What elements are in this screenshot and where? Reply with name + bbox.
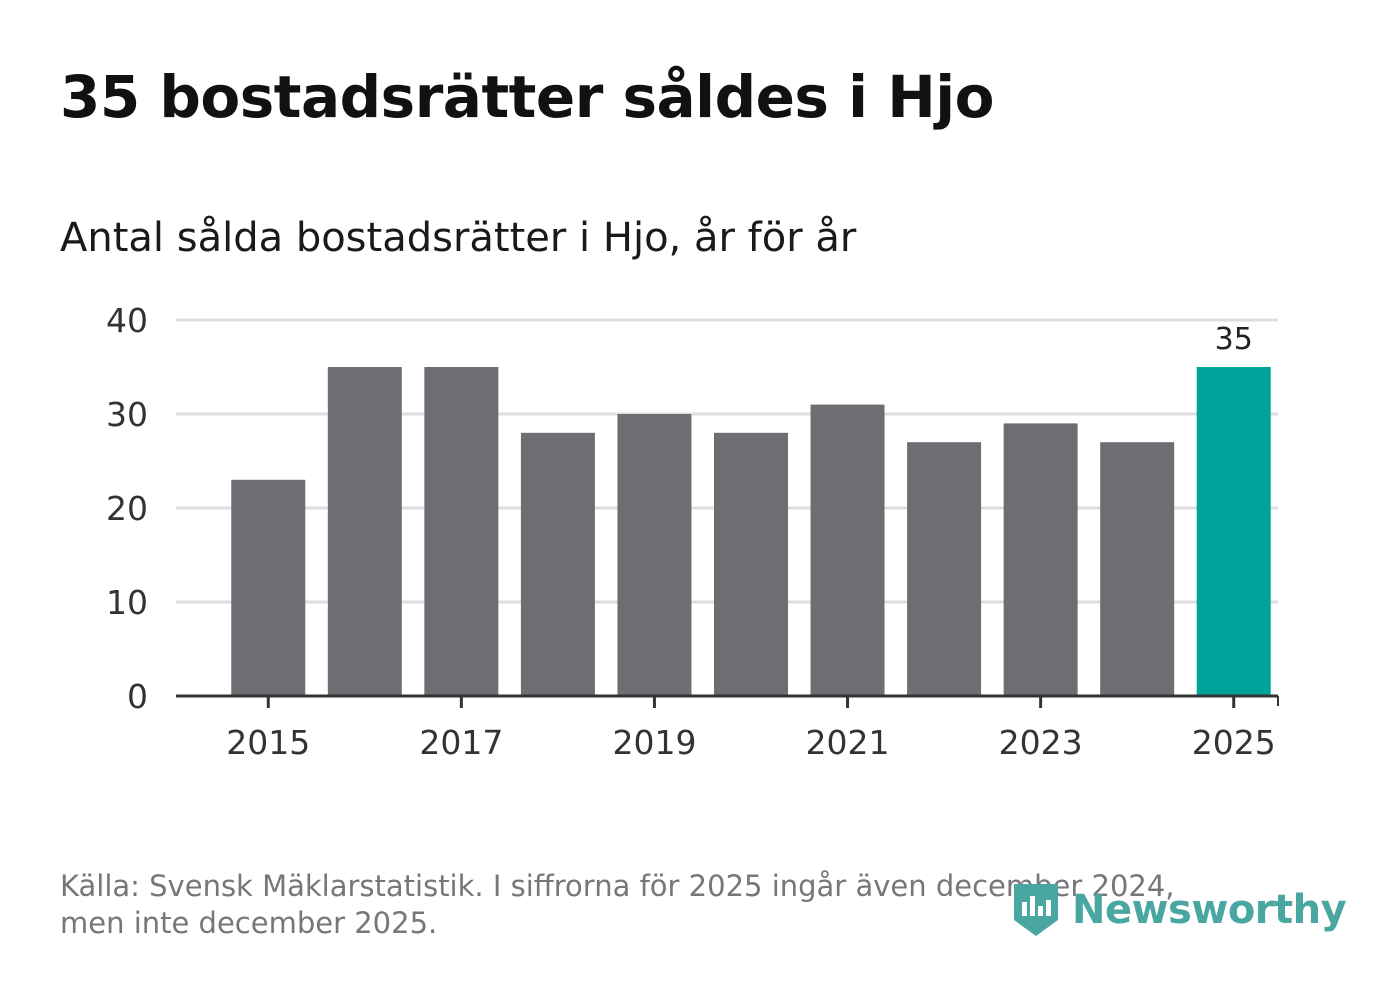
bar-2022 (907, 442, 982, 696)
x-tick-label: 2017 (419, 723, 503, 762)
source-note: Källa: Svensk Mäklarstatistik. I siffror… (60, 868, 1260, 942)
data-label: 35 (1215, 322, 1253, 357)
bars (231, 367, 1271, 696)
bar-2016 (327, 367, 402, 696)
bar-chart: 0 10 20 30 40 2015 2017 2019 2021 2023 2025 35 (106, 301, 1279, 762)
x-tick-label: 2015 (226, 723, 310, 762)
brand-name: Newsworthy (1072, 887, 1347, 933)
y-tick-label: 20 (106, 489, 148, 528)
labels: 0 10 20 30 40 2015 2017 2019 2021 2023 2025 35 (106, 301, 1276, 762)
source-line-1: Källa: Svensk Mäklarstatistik. I siffror… (60, 869, 1175, 903)
y-tick-label: 30 (106, 395, 148, 434)
source-line-2: men inte december 2025. (60, 906, 438, 940)
bar-2024 (1100, 442, 1175, 696)
x-tick-label: 2019 (612, 723, 696, 762)
x-tick-label: 2025 (1192, 723, 1276, 762)
bar-2018 (520, 432, 595, 696)
y-tick-label: 40 (106, 301, 148, 340)
y-tick-label: 0 (127, 677, 148, 716)
axes (176, 694, 1279, 708)
bar-2019 (617, 414, 692, 696)
bar-2025 (1196, 367, 1271, 696)
bar-2015 (231, 479, 306, 696)
chart-title: 35 bostadsrätter såldes i Hjo (60, 63, 994, 131)
x-tick-label: 2023 (999, 723, 1083, 762)
x-tick-label: 2021 (806, 723, 890, 762)
y-tick-label: 10 (106, 583, 148, 622)
bar-2023 (1003, 423, 1078, 696)
bar-2020 (714, 432, 788, 696)
bar-2017 (424, 367, 499, 696)
chart-subtitle: Antal sålda bostadsrätter i Hjo, år för … (60, 215, 857, 261)
brand-logo: Newsworthy (1010, 880, 1347, 940)
newsworthy-logo-icon (1014, 884, 1058, 936)
bar-2021 (810, 404, 885, 696)
